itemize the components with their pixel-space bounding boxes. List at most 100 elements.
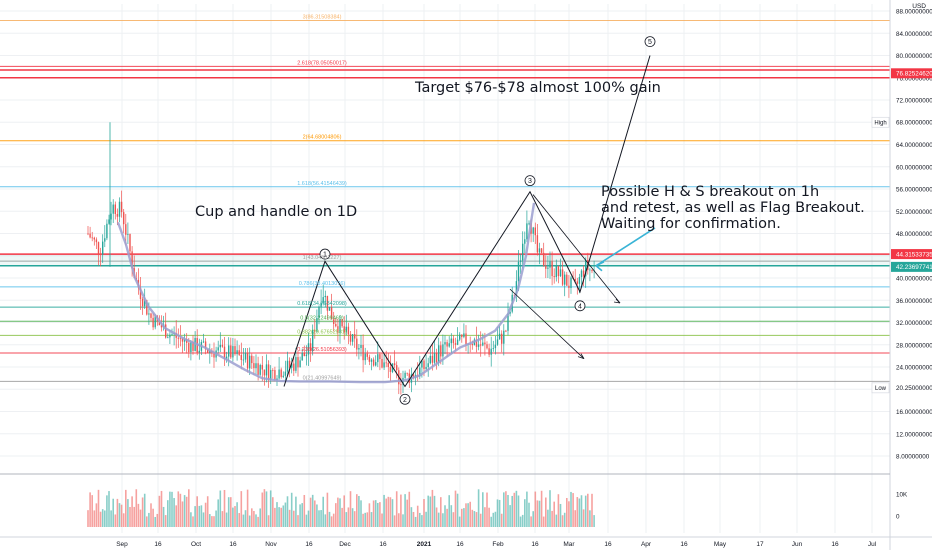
candle-body (326, 295, 329, 311)
volume-bar (152, 508, 154, 527)
volume-bar (482, 492, 484, 527)
candle-body (257, 363, 259, 375)
candle-body (471, 343, 473, 346)
volume-bar (318, 510, 320, 527)
candle-body (559, 269, 562, 277)
candle-body (238, 350, 240, 355)
y-tick-label: 52.00000000 (896, 209, 932, 216)
fib-level-label: 2(64.68004806) (303, 135, 342, 141)
candle-body (440, 345, 442, 357)
volume-bar (572, 493, 574, 527)
candle-body (461, 334, 463, 338)
y-tick-label: 32.00000000 (896, 320, 932, 327)
volume-bar (368, 503, 371, 527)
candle-body (154, 316, 156, 328)
candle-body (249, 355, 251, 369)
candle-body (97, 242, 100, 254)
x-tick-label: Mar (563, 541, 575, 548)
price-axis-bg (890, 0, 932, 550)
candle-body (574, 278, 576, 282)
volume-bar (519, 516, 522, 527)
volume-bar (475, 512, 478, 527)
x-tick-label: Feb (492, 541, 504, 548)
volume-bar (259, 508, 261, 527)
breakout-pointer-arrow (595, 227, 656, 267)
fib-level-label: 1.618(56.41546439) (297, 181, 347, 187)
candle-body (299, 360, 301, 368)
fib-level-label: 2.618(78.05050017) (297, 60, 347, 66)
volume-bar (559, 503, 562, 527)
candle-body (475, 339, 478, 347)
candle-body (372, 359, 375, 366)
candle-body (160, 325, 163, 328)
volume-bar (398, 513, 400, 527)
volume-bar (578, 498, 581, 527)
candle-body (246, 352, 249, 369)
candle-body (396, 365, 398, 371)
candle-body (261, 364, 263, 370)
price-label-tag (871, 116, 890, 128)
candle-body (95, 239, 98, 243)
candle-body (141, 298, 144, 307)
volume-bar (297, 515, 299, 527)
volume-bar (286, 496, 289, 527)
candle-body (91, 237, 93, 239)
volume-bar (211, 516, 213, 527)
volume-bar (530, 516, 532, 527)
candle-body (377, 354, 379, 363)
candle-body (270, 370, 272, 381)
candle-body (425, 367, 427, 370)
candle-body (379, 354, 381, 360)
x-tick-label: 16 (831, 541, 839, 548)
candle-body (580, 270, 583, 278)
volume-bar (125, 489, 127, 527)
volume-bar (169, 491, 171, 527)
candle-body (305, 354, 308, 357)
candle-body (480, 344, 482, 346)
candle-body (230, 345, 232, 358)
candle-body (482, 342, 484, 346)
candle-body (429, 355, 431, 364)
y-tick-label: 16.00000000 (896, 409, 932, 416)
volume-bar (204, 502, 207, 527)
x-tick-label: 16 (604, 541, 612, 548)
volume-bar (179, 493, 182, 527)
volume-bar (93, 510, 96, 527)
candle-body (389, 367, 392, 372)
candle-body (522, 243, 524, 261)
volume-bar (446, 508, 448, 527)
candle-body (538, 248, 541, 253)
candle-body (183, 339, 186, 342)
volume-bar (311, 494, 314, 527)
volume-bar (269, 490, 272, 527)
volume-bar (387, 496, 390, 527)
volume-bar (555, 514, 558, 527)
volume-bar (521, 514, 524, 527)
y-tick-label: 64.00000000 (896, 142, 932, 149)
volume-bar (467, 503, 469, 527)
candle-body (534, 227, 536, 236)
candle-body (446, 342, 448, 347)
candle-body (288, 360, 291, 368)
volume-bar (374, 500, 377, 527)
volume-bar (421, 515, 423, 527)
volume-bar (511, 495, 513, 527)
volume-bar (190, 512, 192, 527)
volume-bar (469, 501, 471, 527)
price-label-value: 42.23697741 (896, 264, 932, 271)
candle-body (93, 237, 95, 240)
candle-body (293, 363, 295, 371)
volume-bar (547, 509, 549, 527)
candle-body (356, 338, 358, 350)
y-tick-label: 72.00000000 (896, 98, 932, 105)
candle-body (337, 326, 339, 333)
volume-bar (507, 494, 509, 527)
fib-level-label: 0.236(26.51056393) (297, 347, 347, 353)
candle-body (545, 265, 547, 269)
candle-body (278, 369, 280, 379)
volume-bar (253, 510, 255, 527)
candle-body (335, 323, 337, 327)
fib-level-label: 0(21.40997649) (303, 375, 342, 381)
volume-bar (433, 495, 436, 527)
